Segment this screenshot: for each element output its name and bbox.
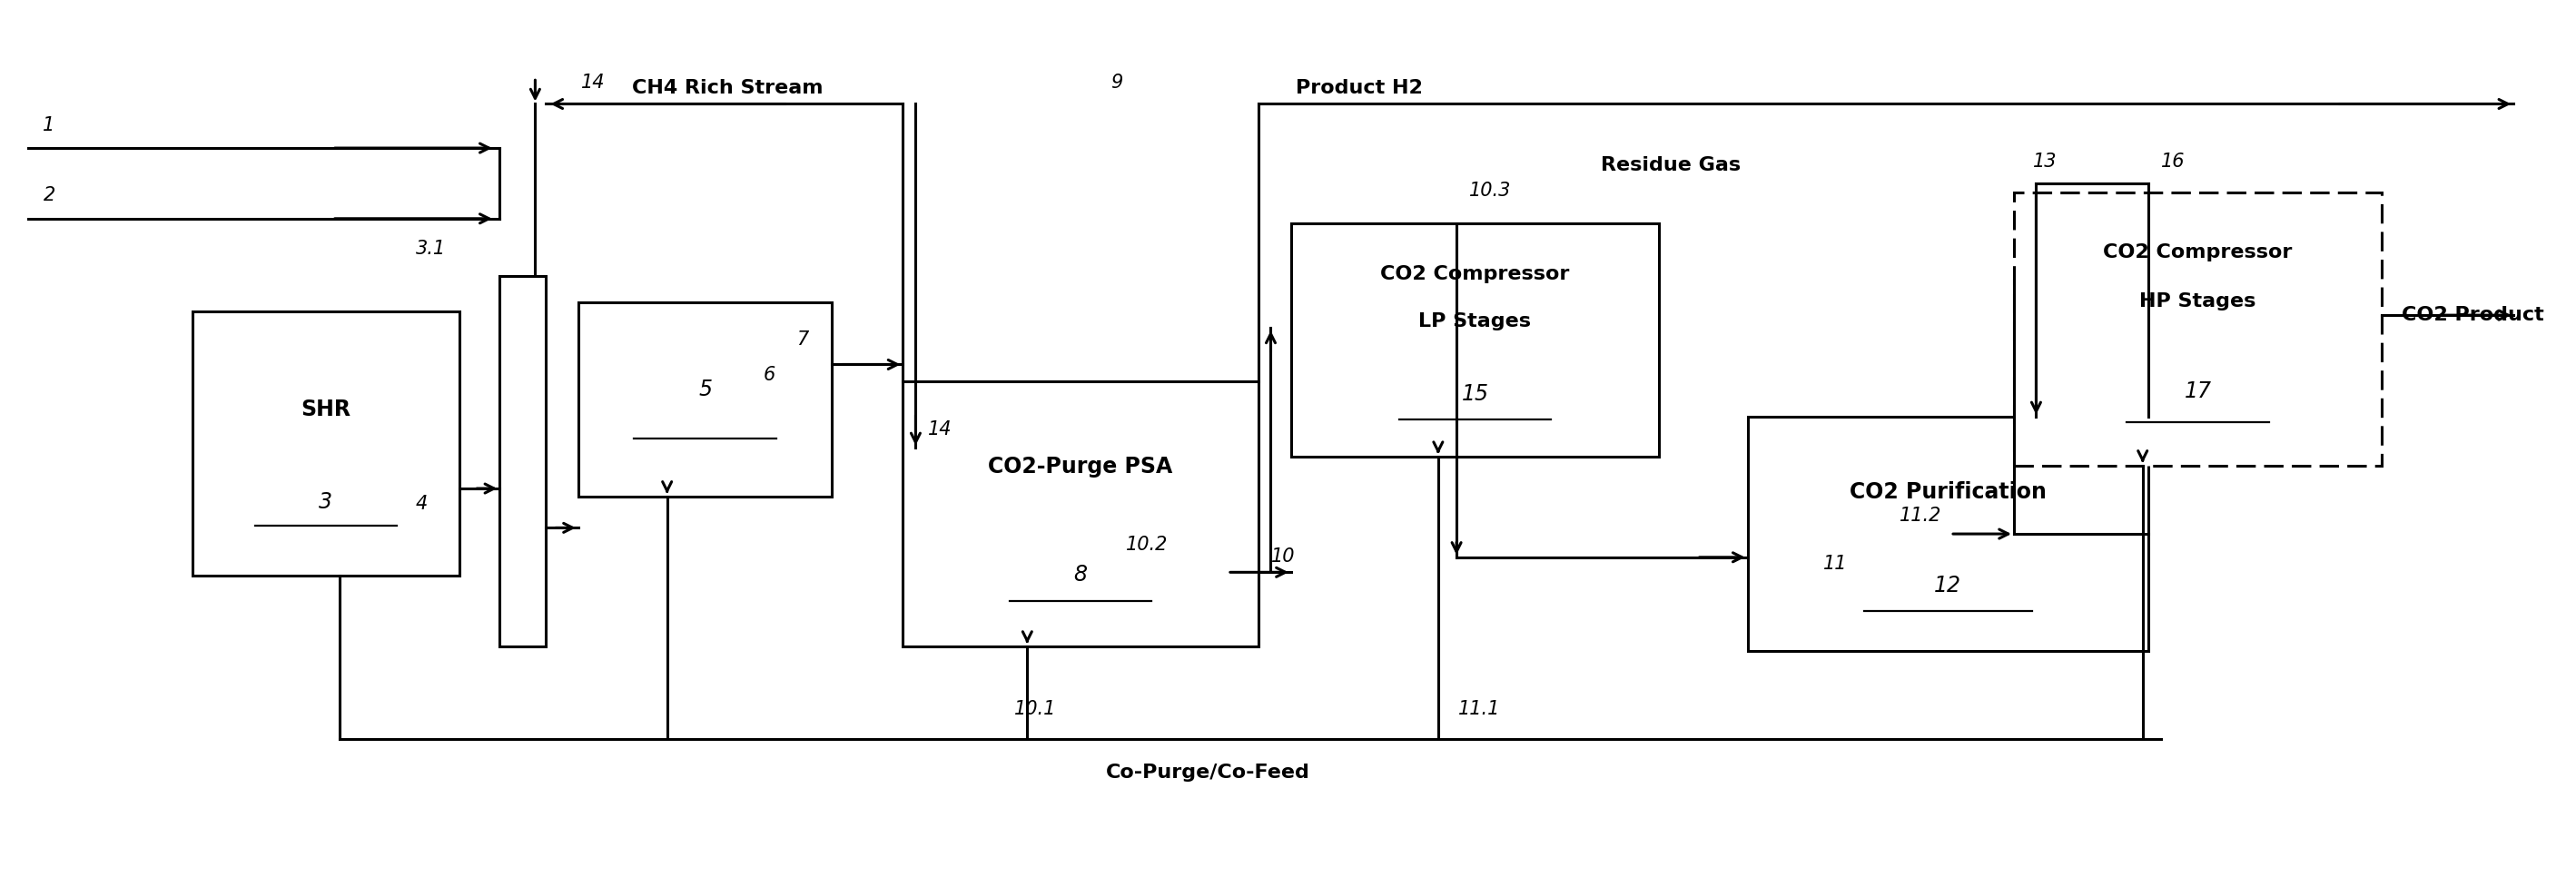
Text: CO2 Purification: CO2 Purification (1850, 481, 2045, 503)
Text: Residue Gas: Residue Gas (1600, 157, 1741, 175)
Text: 11: 11 (1824, 554, 1847, 573)
Text: LP Stages: LP Stages (1419, 312, 1530, 330)
Text: 15: 15 (1461, 382, 1489, 404)
Text: 10: 10 (1270, 547, 1296, 565)
Text: 10.3: 10.3 (1468, 182, 1512, 200)
Bar (1747, 417, 2148, 651)
Text: 9: 9 (1110, 74, 1123, 91)
Bar (500, 276, 546, 647)
Text: 3: 3 (319, 491, 332, 513)
Text: 11.2: 11.2 (1899, 506, 1942, 524)
Text: 8: 8 (1074, 564, 1087, 585)
Text: 11.1: 11.1 (1458, 700, 1502, 718)
Text: CO2 Compressor: CO2 Compressor (2102, 243, 2293, 262)
Text: 10.2: 10.2 (1126, 536, 1170, 553)
Text: CO2 Compressor: CO2 Compressor (1381, 265, 1569, 284)
Text: 12: 12 (1935, 575, 1960, 596)
Text: SHR: SHR (301, 398, 350, 420)
Text: 13: 13 (2032, 153, 2056, 171)
Text: 6: 6 (762, 365, 775, 384)
Text: 1: 1 (44, 116, 54, 134)
Bar (904, 381, 1257, 647)
Text: 14: 14 (580, 74, 605, 91)
Text: 5: 5 (698, 379, 711, 401)
Text: Product H2: Product H2 (1296, 79, 1422, 98)
Text: HP Stages: HP Stages (2141, 293, 2257, 310)
Text: 17: 17 (2184, 381, 2210, 403)
Text: 7: 7 (796, 331, 809, 349)
Text: 4: 4 (415, 495, 428, 514)
Text: 14: 14 (927, 420, 953, 438)
Text: Co-Purge/Co-Feed: Co-Purge/Co-Feed (1105, 764, 1311, 781)
Text: 2: 2 (44, 186, 54, 205)
Text: CO2-Purge PSA: CO2-Purge PSA (989, 456, 1172, 477)
Bar (1291, 223, 1659, 457)
Bar (577, 302, 832, 497)
Text: 16: 16 (2161, 153, 2184, 171)
Text: CH4 Rich Stream: CH4 Rich Stream (631, 79, 822, 98)
Text: 10.1: 10.1 (1015, 700, 1056, 718)
Bar (2014, 192, 2383, 466)
Text: CO2 Product: CO2 Product (2401, 306, 2545, 325)
Bar (193, 311, 459, 576)
Text: 3.1: 3.1 (415, 239, 446, 257)
